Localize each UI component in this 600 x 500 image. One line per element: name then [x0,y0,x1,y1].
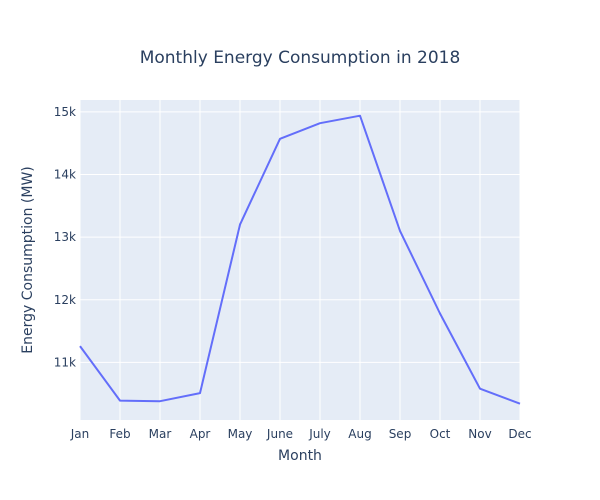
y-tick-label: 14k [54,168,76,182]
x-axis-title: Month [278,448,322,464]
x-tick-label: Mar [149,427,172,441]
series-line [79,114,521,405]
y-gridlines [80,111,520,363]
x-tick-label: Dec [508,427,531,441]
x-tick-label: Apr [190,427,211,441]
data-point [477,386,483,392]
x-tick-label: Feb [109,427,130,441]
x-tick-label: Oct [430,427,451,441]
data-point [277,136,283,142]
data-point [237,222,243,228]
data-point [397,228,403,234]
plot-area [80,100,520,420]
x-tick-label: Sep [389,427,412,441]
x-tick-label: June [266,427,293,441]
x-tick-label: Aug [348,427,371,441]
y-tick-label: 12k [54,293,76,307]
data-point [437,311,443,317]
x-tick-labels: Jan Feb Mar Apr May June July Aug Sep Oct Nov Dec [70,427,532,441]
x-tick-label: Jan [70,427,90,441]
y-tick-label: 13k [54,230,76,244]
data-point [317,120,323,126]
y-axis-title: Energy Consumption (MW) [20,166,36,353]
x-tick-label: May [228,427,253,441]
y-tick-label: 15k [54,105,76,119]
data-point [197,390,203,396]
data-point [117,398,123,404]
x-tick-label: Nov [468,427,491,441]
chart-title: Monthly Energy Consumption in 2018 [140,48,461,68]
data-point [157,398,163,404]
x-gridlines [79,100,521,420]
data-point [357,113,363,119]
y-tick-label: 11k [54,355,76,369]
data-point [517,401,523,407]
y-tick-labels: 11k 12k 13k 14k 15k [54,105,76,369]
data-point [77,343,83,349]
x-tick-label: July [308,427,331,441]
series-layer [77,113,523,407]
